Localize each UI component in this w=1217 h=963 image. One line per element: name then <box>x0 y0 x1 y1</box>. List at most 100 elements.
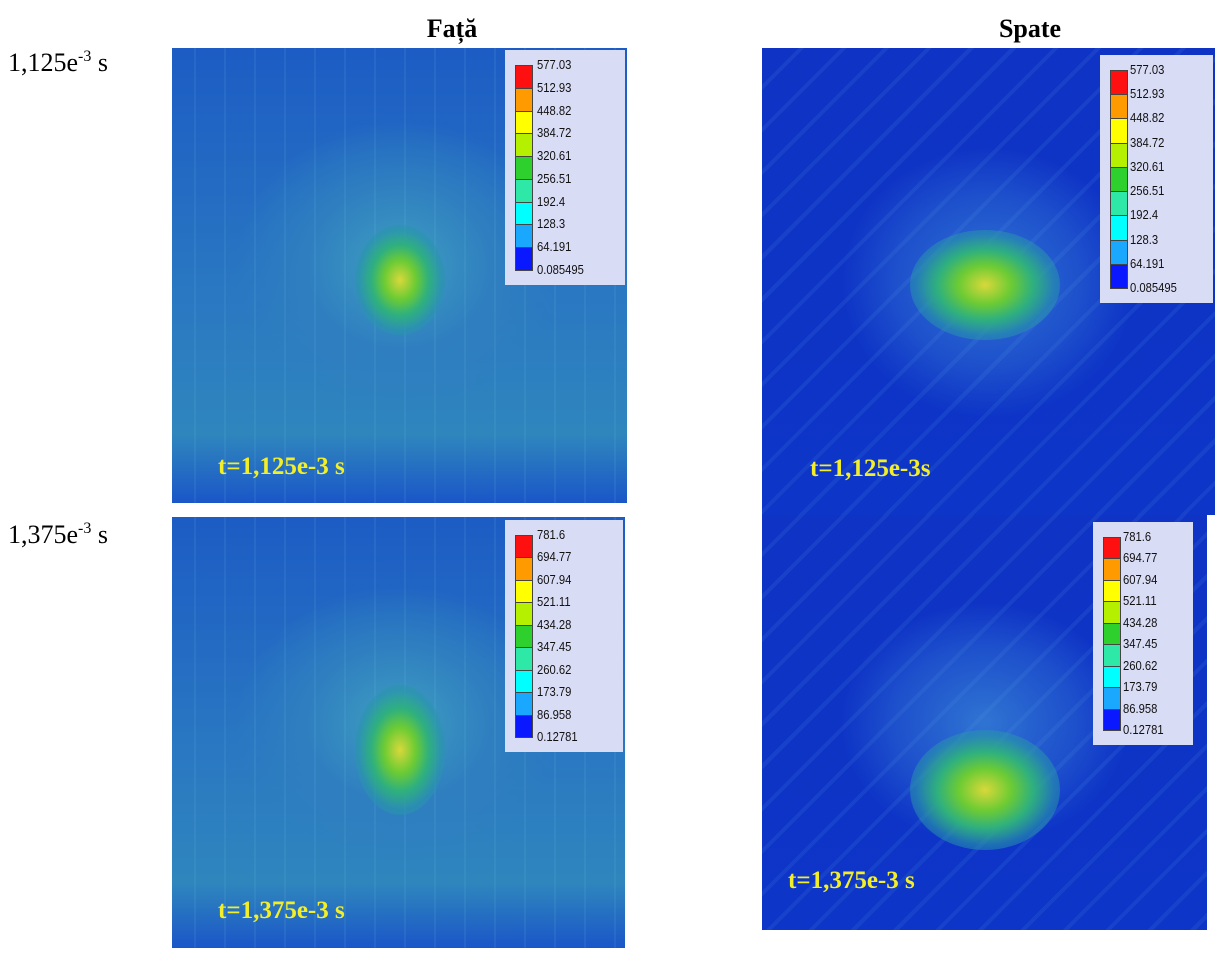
legend-swatch <box>1110 118 1128 144</box>
time-label: t=1,125e-3 s <box>218 453 345 480</box>
legend-swatch <box>515 692 533 716</box>
legend-label: 173.79 <box>537 685 572 700</box>
legend-swatch <box>1103 579 1121 603</box>
legend-swatch <box>1103 687 1121 710</box>
row-label: 1,125e-3 s <box>8 48 108 78</box>
legend-swatch <box>515 557 533 581</box>
legend-label: 347.45 <box>1123 637 1158 652</box>
legend-label: 320.61 <box>537 149 572 164</box>
legend-swatch <box>1103 558 1121 581</box>
legend-swatch <box>1110 94 1128 120</box>
simulation-panel: 577.03 512.93 448.82 384.72 320.61 256.51 192.… <box>762 48 1215 515</box>
row-label-base: 1,125e <box>8 48 79 77</box>
legend-label: 781.6 <box>537 528 566 542</box>
legend-label: 384.72 <box>1130 135 1165 150</box>
column-header: Spate <box>998 14 1062 43</box>
legend-label: 577.03 <box>1130 63 1165 77</box>
legend-swatch <box>1110 70 1128 96</box>
legend-label: 607.94 <box>537 572 572 587</box>
legend-swatch <box>1103 537 1121 560</box>
legend-swatch <box>1103 665 1121 689</box>
legend-label: 260.62 <box>1123 658 1158 673</box>
legend-label: 448.82 <box>537 103 572 118</box>
legend-swatch <box>515 647 533 671</box>
simulation-panel: 781.6 694.77 607.94 521.11 434.28 347.45 260.6… <box>762 515 1207 930</box>
legend-swatch <box>1110 215 1128 241</box>
row-label-exponent: -3 <box>78 520 92 537</box>
legend-swatch <box>515 110 533 135</box>
row-label-unit: s <box>97 48 108 77</box>
legend-swatch <box>1110 166 1128 193</box>
legend-label: 256.51 <box>1130 184 1165 199</box>
time-label: t=1,375e-3 s <box>218 897 345 924</box>
legend-swatch <box>515 65 533 89</box>
legend-swatch <box>515 224 533 249</box>
legend-swatch <box>1103 601 1121 624</box>
legend-swatch <box>1103 622 1121 646</box>
legend-label: 0.085495 <box>537 263 584 277</box>
legend-label: 694.77 <box>537 550 572 565</box>
legend-swatch <box>1103 644 1121 667</box>
legend-label: 781.6 <box>1123 530 1152 544</box>
legend-label: 64.191 <box>1130 256 1165 271</box>
legend-label: 128.3 <box>537 217 566 232</box>
legend-label: 128.3 <box>1130 232 1159 247</box>
color-legend: 781.6 694.77 607.94 521.11 434.28 347.45 260.6… <box>505 520 623 752</box>
legend-swatch <box>515 602 533 626</box>
legend-label: 512.93 <box>1130 87 1165 102</box>
legend-swatch <box>515 624 533 649</box>
legend-label: 86.958 <box>537 707 572 722</box>
legend-label: 0.085495 <box>1130 281 1177 295</box>
simulation-panel: 577.03 512.93 448.82 384.72 320.61 256.51 192.… <box>172 48 627 503</box>
row-label: 1,375e-3 s <box>8 520 108 550</box>
stress-hotspot <box>910 730 1060 850</box>
legend-swatch <box>1110 263 1128 289</box>
legend-label: 256.51 <box>537 171 572 186</box>
legend-label: 260.62 <box>537 662 572 677</box>
legend-swatch <box>515 201 533 226</box>
legend-label: 434.28 <box>1123 615 1158 630</box>
legend-label: 320.61 <box>1130 159 1165 174</box>
legend-swatch <box>515 714 533 738</box>
row-label-unit: s <box>97 520 108 549</box>
legend-swatch <box>515 535 533 559</box>
legend-label: 512.93 <box>537 80 572 95</box>
legend-label: 521.11 <box>1123 594 1157 609</box>
stress-hotspot <box>355 225 445 335</box>
column-header: Față <box>426 14 478 43</box>
legend-swatch <box>1110 191 1128 217</box>
legend-swatch <box>1110 239 1128 265</box>
stress-hotspot <box>910 230 1060 340</box>
legend-label: 173.79 <box>1123 680 1158 695</box>
stress-hotspot <box>355 685 445 815</box>
legend-label: 448.82 <box>1130 111 1165 126</box>
legend-label: 192.4 <box>537 194 566 209</box>
color-legend: 781.6 694.77 607.94 521.11 434.28 347.45 260.6… <box>1093 522 1193 745</box>
legend-label: 577.03 <box>537 58 572 72</box>
legend-label: 0.12781 <box>1123 723 1164 737</box>
legend-label: 64.191 <box>537 240 572 255</box>
legend-label: 384.72 <box>537 126 572 141</box>
legend-label: 86.958 <box>1123 701 1158 716</box>
color-legend: 577.03 512.93 448.82 384.72 320.61 256.51 192.… <box>1100 55 1213 303</box>
legend-swatch <box>515 156 533 180</box>
legend-swatch <box>515 133 533 158</box>
legend-label: 434.28 <box>537 617 572 632</box>
legend-swatch <box>515 669 533 694</box>
legend-swatch <box>515 247 533 271</box>
row-label-exponent: -3 <box>78 48 92 65</box>
legend-label: 0.12781 <box>537 730 578 744</box>
legend-label: 347.45 <box>537 640 572 655</box>
simulation-panel: 781.6 694.77 607.94 521.11 434.28 347.45 260.6… <box>172 517 625 948</box>
legend-swatch <box>515 178 533 203</box>
legend-label: 694.77 <box>1123 551 1158 566</box>
legend-swatch <box>515 579 533 604</box>
color-legend: 577.03 512.93 448.82 384.72 320.61 256.51 192.… <box>505 50 625 285</box>
legend-swatch <box>515 87 533 112</box>
legend-swatch <box>1110 142 1128 168</box>
time-label: t=1,375e-3 s <box>788 867 915 894</box>
legend-label: 521.11 <box>537 595 571 610</box>
row-label-base: 1,375e <box>8 520 79 549</box>
